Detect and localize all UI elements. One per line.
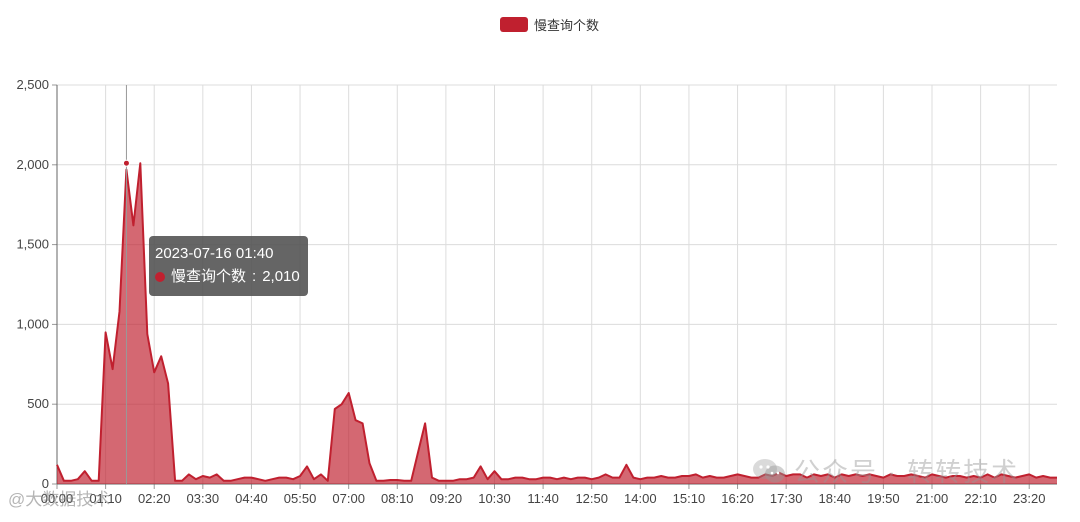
x-tick-label: 17:30 — [770, 491, 803, 506]
x-tick-label: 05:50 — [284, 491, 317, 506]
highlight-point — [122, 159, 130, 167]
x-tick-label: 04:40 — [235, 491, 268, 506]
y-tick-label: 0 — [42, 476, 49, 491]
watermark-text: 公众号 · 转转技术 — [794, 457, 1020, 487]
watermark: 公众号 · 转转技术 — [752, 452, 1019, 489]
legend-swatch — [500, 17, 528, 32]
x-tick-label: 19:50 — [867, 491, 900, 506]
series-line — [56, 162, 1057, 482]
x-tick-label: 21:00 — [916, 491, 949, 506]
x-tick-label: 12:50 — [575, 491, 608, 506]
y-tick-label: 2,000 — [16, 157, 49, 172]
y-tick-label: 2,500 — [16, 77, 49, 92]
legend[interactable]: 慢查询个数 — [500, 15, 599, 34]
x-tick-label: 23:20 — [1013, 491, 1046, 506]
x-tick-label: 15:10 — [673, 491, 706, 506]
tooltip-title: 2023-07-16 01:40 — [155, 245, 274, 262]
x-tick-label: 22:10 — [964, 491, 997, 506]
tooltip-colon: : — [252, 268, 257, 285]
x-tick-label: 16:20 — [721, 491, 754, 506]
series-area — [57, 163, 1057, 484]
y-tick-label: 1,500 — [16, 237, 49, 252]
x-tick-label: 03:30 — [187, 491, 220, 506]
tooltip-dot — [155, 271, 165, 282]
x-tick-label: 01:10 — [89, 491, 122, 506]
tooltip-series: 慢查询个数 — [171, 268, 247, 285]
wechat-icon — [753, 458, 785, 482]
x-tick-label: 09:20 — [430, 491, 463, 506]
x-tick-label: 02:20 — [138, 491, 171, 506]
x-tick-label: 08:10 — [381, 491, 414, 506]
tooltip-value: 2,010 — [262, 268, 300, 285]
x-tick-label: 00:00 — [41, 491, 74, 506]
legend-label: 慢查询个数 — [534, 18, 600, 33]
x-tick-label: 18:40 — [819, 491, 852, 506]
y-tick-label: 500 — [27, 396, 49, 411]
x-tick-label: 07:00 — [332, 491, 365, 506]
tooltip: 2023-07-16 01:40 慢查询个数: 2,010 — [149, 236, 308, 296]
tooltip-row: 慢查询个数: 2,010 — [155, 265, 300, 288]
x-tick-label: 10:30 — [478, 491, 511, 506]
x-tick-label: 14:00 — [624, 491, 657, 506]
y-tick-label: 1,000 — [16, 316, 49, 331]
corner-watermark: @大数据技术 — [8, 490, 111, 509]
x-tick-label: 11:40 — [527, 491, 559, 506]
